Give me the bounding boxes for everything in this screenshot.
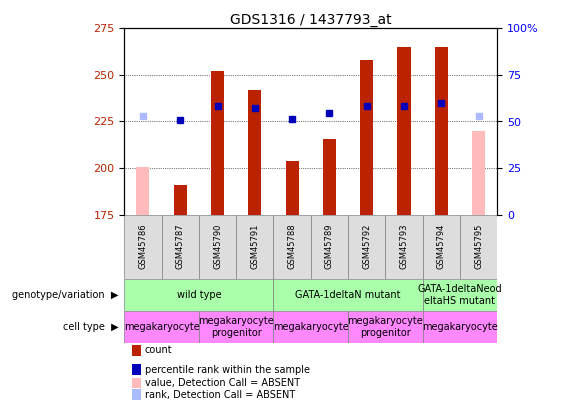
Text: GSM45787: GSM45787 [176, 224, 185, 269]
Bar [124, 311, 199, 343]
Text: megakaryocyte
progenitor: megakaryocyte progenitor [347, 316, 423, 337]
Bar [132, 364, 141, 375]
Bar [348, 311, 423, 343]
Text: GSM45790: GSM45790 [213, 224, 222, 269]
Text: percentile rank within the sample: percentile rank within the sample [145, 364, 310, 375]
Bar [360, 60, 373, 215]
Bar [423, 311, 497, 343]
Bar [434, 47, 448, 215]
Bar [162, 215, 199, 279]
Text: megakaryocyte: megakaryocyte [422, 322, 498, 332]
Text: GSM45786: GSM45786 [138, 224, 147, 269]
Bar [136, 167, 150, 215]
Bar [132, 345, 141, 356]
Text: genotype/variation  ▶: genotype/variation ▶ [12, 290, 119, 300]
Bar [385, 215, 423, 279]
Text: value, Detection Call = ABSENT: value, Detection Call = ABSENT [145, 378, 300, 388]
Text: count: count [145, 345, 172, 355]
Bar [273, 279, 423, 311]
Bar [285, 161, 299, 215]
Bar [124, 215, 162, 279]
Bar [199, 215, 236, 279]
Bar [323, 139, 336, 215]
Text: GSM45793: GSM45793 [399, 224, 408, 269]
Bar [236, 215, 273, 279]
Text: GSM45792: GSM45792 [362, 224, 371, 269]
Text: GSM45795: GSM45795 [474, 224, 483, 269]
Bar [273, 215, 311, 279]
Bar [423, 215, 460, 279]
Bar [472, 131, 485, 215]
Title: GDS1316 / 1437793_at: GDS1316 / 1437793_at [230, 13, 392, 27]
Text: wild type: wild type [177, 290, 221, 300]
Bar [273, 311, 348, 343]
Bar [423, 279, 497, 311]
Text: GSM45794: GSM45794 [437, 224, 446, 269]
Bar [397, 47, 411, 215]
Text: megakaryocyte: megakaryocyte [124, 322, 199, 332]
Text: cell type  ▶: cell type ▶ [63, 322, 119, 332]
Bar [132, 389, 141, 400]
Bar [199, 311, 273, 343]
Bar [460, 215, 497, 279]
Text: GATA-1deltaN mutant: GATA-1deltaN mutant [295, 290, 401, 300]
Bar [173, 185, 187, 215]
Text: megakaryocyte
progenitor: megakaryocyte progenitor [198, 316, 274, 337]
Bar [248, 90, 262, 215]
Bar [211, 71, 224, 215]
Bar [124, 279, 273, 311]
Text: GSM45789: GSM45789 [325, 224, 334, 269]
Text: rank, Detection Call = ABSENT: rank, Detection Call = ABSENT [145, 390, 295, 400]
Text: megakaryocyte: megakaryocyte [273, 322, 349, 332]
Text: GSM45791: GSM45791 [250, 224, 259, 269]
Text: GSM45788: GSM45788 [288, 224, 297, 269]
Bar [348, 215, 385, 279]
Bar [132, 377, 141, 388]
Bar [311, 215, 348, 279]
Text: GATA-1deltaNeod
eltaHS mutant: GATA-1deltaNeod eltaHS mutant [418, 284, 502, 305]
